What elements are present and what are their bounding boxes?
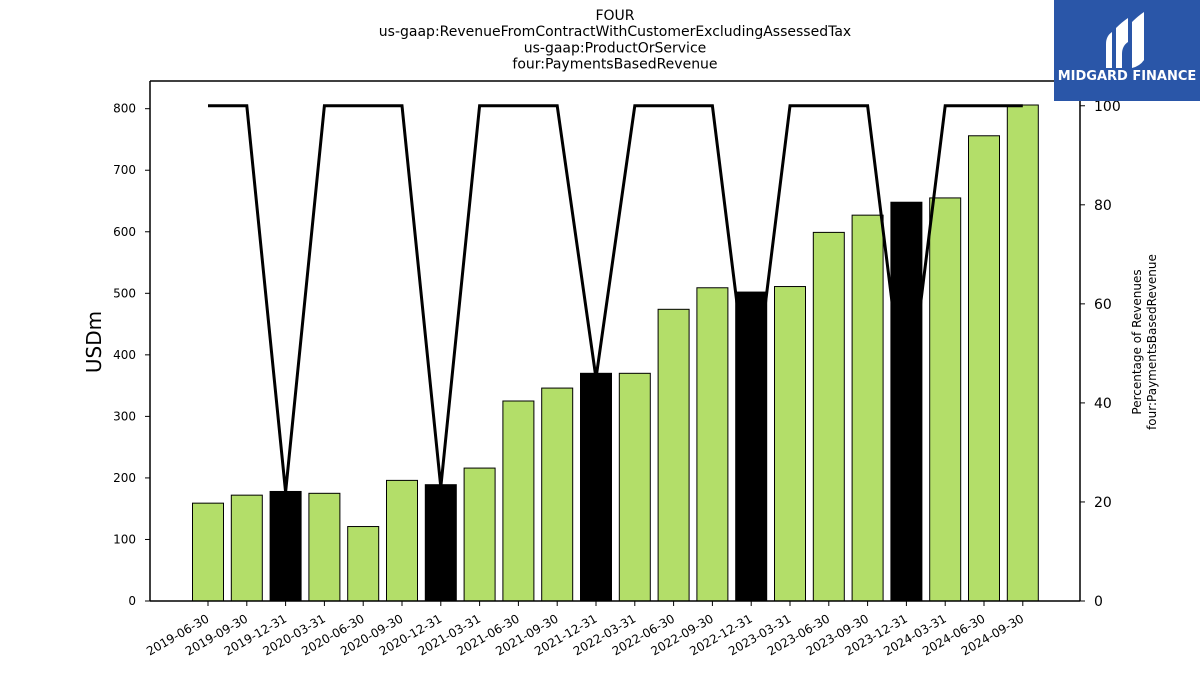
percentage-line (208, 104, 1023, 493)
bar (192, 502, 224, 602)
chart-title-line: FOUR (595, 8, 634, 24)
y-axis-right-label-line: Percentage of Revenues (1130, 269, 1144, 414)
bar (618, 372, 651, 602)
y-tick-label: 400 (113, 348, 136, 362)
chart-title-line: us-gaap:RevenueFromContractWithCustomerE… (379, 24, 851, 40)
chart-title: FOURus-gaap:RevenueFromContractWithCusto… (379, 8, 851, 73)
y-right-tick-label: 40 (1094, 396, 1112, 412)
x-axis-ticks: 2019-06-302019-09-302019-12-312020-03-31… (144, 601, 1026, 658)
bar (929, 197, 962, 602)
y-right-tick-label: 100 (1094, 99, 1121, 115)
percentage-line-group (208, 104, 1023, 493)
bar (580, 372, 612, 602)
bar (230, 494, 263, 602)
logo-background (1054, 0, 1200, 101)
bar (968, 135, 1000, 602)
y-right-tick-label: 0 (1094, 594, 1103, 610)
chart-title-line: four:PaymentsBasedRevenue (512, 57, 717, 73)
bars-group (192, 104, 1039, 602)
y-tick-label: 600 (113, 225, 136, 239)
logo-text: MIDGARD FINANCE (1058, 69, 1197, 84)
y-right-tick-label: 60 (1094, 297, 1112, 313)
bar (347, 526, 380, 602)
y-tick-label: 0 (128, 594, 136, 608)
y-tick-label: 700 (113, 163, 136, 177)
y-tick-label: 300 (113, 409, 136, 423)
y-tick-label: 100 (113, 532, 136, 546)
bar (463, 467, 496, 602)
bar (1006, 104, 1039, 602)
bar (774, 286, 806, 602)
bar (502, 400, 535, 602)
bar (386, 479, 418, 602)
bar (424, 484, 457, 602)
y-axis-right-label: Percentage of Revenues four:PaymentsBased… (1130, 254, 1159, 430)
bar (851, 214, 884, 602)
bar (890, 201, 923, 602)
y-tick-label: 500 (113, 286, 136, 300)
bar (657, 308, 690, 602)
y-axis-right-ticks: 0 20 40 60 80 100 (1080, 99, 1121, 610)
bar (269, 490, 302, 602)
y-tick-label: 200 (113, 471, 136, 485)
y-axis-left-ticks: 0 100 200 300 400 500 600 700 800 (113, 102, 150, 608)
chart-title-line: us-gaap:ProductOrService (524, 40, 707, 56)
y-right-tick-label: 20 (1094, 495, 1112, 511)
y-tick-label: 800 (113, 102, 136, 116)
midgard-logo: MIDGARD FINANCE (1054, 0, 1200, 101)
midgard-logo-icon (1106, 12, 1144, 68)
axes-group (149, 80, 1081, 602)
bar (541, 387, 574, 602)
bar (308, 492, 341, 602)
bar (812, 231, 845, 602)
bar (696, 287, 729, 602)
y-axis-right-label-line: four:PaymentsBasedRevenue (1145, 254, 1159, 430)
y-right-tick-label: 80 (1094, 198, 1112, 214)
y-axis-left-label: USDm (82, 311, 106, 373)
